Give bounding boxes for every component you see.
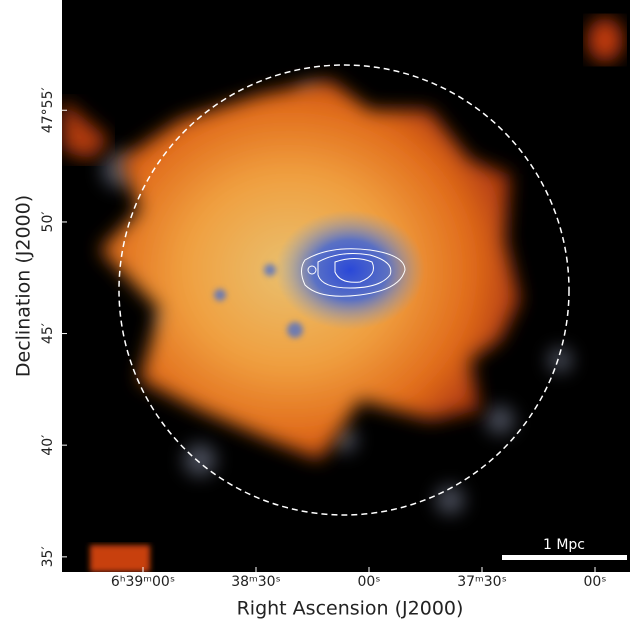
y-tick-label: 50′ — [40, 211, 56, 232]
x-tick-label: 6ʰ39ᵐ00ˢ — [111, 574, 175, 590]
y-tick-label: 40′ — [40, 435, 56, 456]
x-tick-label: 00ˢ — [583, 574, 606, 590]
scalebar-label: 1 Mpc — [543, 537, 585, 553]
x-axis-label: Right Ascension (J2000) — [237, 598, 464, 620]
y-tick-label: 45′ — [40, 323, 56, 344]
figure: 1 Mpc Right Ascension (J2000) Declinatio… — [0, 0, 634, 628]
y-axis-label: Declination (J2000) — [13, 195, 35, 377]
y-tick-label: 47°55′ — [40, 87, 56, 133]
y-tick-label: 35′ — [40, 546, 56, 567]
x-tick-label: 37ᵐ30ˢ — [457, 574, 507, 590]
x-tick-label: 38ᵐ30ˢ — [231, 574, 281, 590]
x-tick-label: 00ˢ — [357, 574, 380, 590]
sky-image: 1 Mpc — [62, 0, 630, 572]
